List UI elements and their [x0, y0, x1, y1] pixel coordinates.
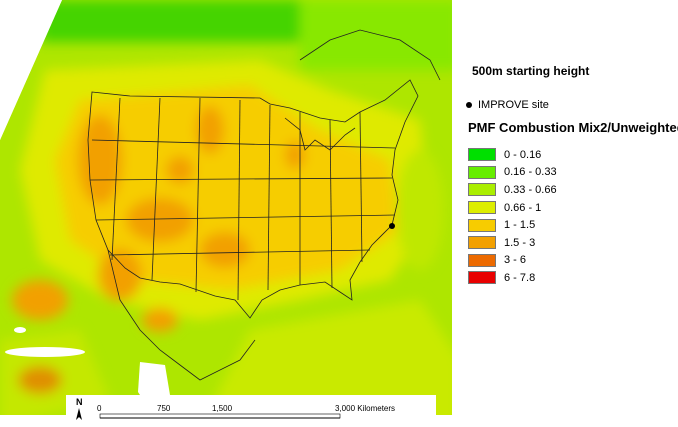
legend-panel: 500m starting height IMPROVE site PMF Co…	[460, 0, 678, 427]
legend-swatch	[468, 271, 496, 285]
mexico-outline	[107, 249, 256, 381]
border-lat-4	[109, 249, 371, 256]
no-data-right	[452, 0, 460, 427]
hotspot-four-corners	[126, 198, 194, 242]
scale-tick-1500: 1,500	[212, 404, 233, 413]
legend-class-label: 0.33 - 0.66	[504, 183, 557, 196]
field-northeast	[300, 0, 452, 70]
legend-class-row: 1 - 1.5	[468, 216, 557, 234]
legend-class-label: 0 - 0.16	[504, 148, 542, 161]
legend-class-row: 3 - 6	[468, 252, 557, 270]
legend-class-row: 1.5 - 3	[468, 234, 557, 252]
hotspot-nm	[200, 232, 250, 268]
white-patch-southwest	[14, 327, 26, 333]
scale-tick-3000: 3,000 Kilometers	[335, 404, 395, 413]
lake-white-sw	[5, 347, 85, 357]
border-lat-2	[89, 177, 393, 181]
border-west-1	[111, 97, 121, 261]
legend-class-row: 0 - 0.16	[468, 146, 557, 164]
hotspot-montana	[196, 106, 224, 154]
border-lat-3	[95, 214, 396, 221]
legend-site-entry: IMPROVE site	[466, 99, 549, 111]
hotspot-baja	[142, 308, 178, 332]
legend-swatch	[468, 201, 496, 215]
legend-swatch	[468, 148, 496, 162]
legend-classes: 0 - 0.16 0.16 - 0.33 0.33 - 0.66 0.66 - …	[468, 146, 557, 287]
scale-tick-0: 0	[97, 404, 102, 413]
hotspot-california	[98, 249, 142, 301]
scale-segment	[99, 413, 341, 419]
scale-bar-background	[66, 395, 436, 425]
legend-class-row: 0.33 - 0.66	[468, 181, 557, 199]
legend-class-row: 0.16 - 0.33	[468, 164, 557, 182]
no-data-corner	[0, 0, 62, 140]
hotspot-pacific	[12, 280, 68, 320]
great-lakes	[284, 117, 356, 151]
legend-swatch	[468, 253, 496, 267]
border-east-2	[329, 119, 333, 289]
legend-class-label: 3 - 6	[504, 254, 527, 267]
canada-coast	[299, 29, 441, 81]
legend-class-label: 1 - 1.5	[504, 219, 536, 232]
legend-title: PMF Combustion Mix2/Unweighted	[468, 120, 678, 135]
north-arrow: N	[76, 397, 83, 407]
us-outline	[87, 79, 419, 319]
legend-swatch	[468, 165, 496, 179]
hotspot-pacific-nw	[78, 115, 122, 205]
legend-swatch	[468, 183, 496, 197]
concentration-grid	[0, 0, 452, 415]
boundaries	[87, 29, 441, 381]
field-interior-core	[55, 85, 400, 290]
site-dot-icon	[466, 102, 472, 109]
legend-class-row: 0.66 - 1	[468, 199, 557, 217]
border-lat-1	[91, 139, 396, 149]
legend-site-label: IMPROVE site	[478, 99, 549, 111]
legend-subtitle: 500m starting height	[472, 64, 590, 78]
field-atlantic-lime	[396, 150, 444, 270]
border-west-2	[151, 97, 161, 281]
hotspot-baja-south	[18, 366, 62, 394]
legend-swatch	[468, 236, 496, 250]
legend-swatch	[468, 218, 496, 232]
border-west-3	[195, 97, 201, 293]
legend-class-label: 6 - 7.8	[504, 271, 536, 284]
improve-site-marker[interactable]	[389, 223, 395, 229]
legend-class-label: 0.16 - 0.33	[504, 166, 557, 179]
legend-class-label: 1.5 - 3	[504, 236, 536, 249]
scale-bar: N 0 750 1,500 3,000 Kilometers	[66, 395, 436, 425]
legend-class-label: 0.66 - 1	[504, 201, 542, 214]
hotspot-wyoming	[166, 156, 194, 184]
border-mid-1	[237, 99, 241, 301]
north-arrow-icon	[76, 408, 82, 420]
scale-tick-750: 750	[157, 404, 171, 413]
map-view[interactable]: N 0 750 1,500 3,000 Kilometers	[0, 0, 460, 427]
border-mid-2	[267, 104, 271, 291]
legend-class-row: 6 - 7.8	[468, 269, 557, 287]
border-east-3	[359, 111, 363, 263]
